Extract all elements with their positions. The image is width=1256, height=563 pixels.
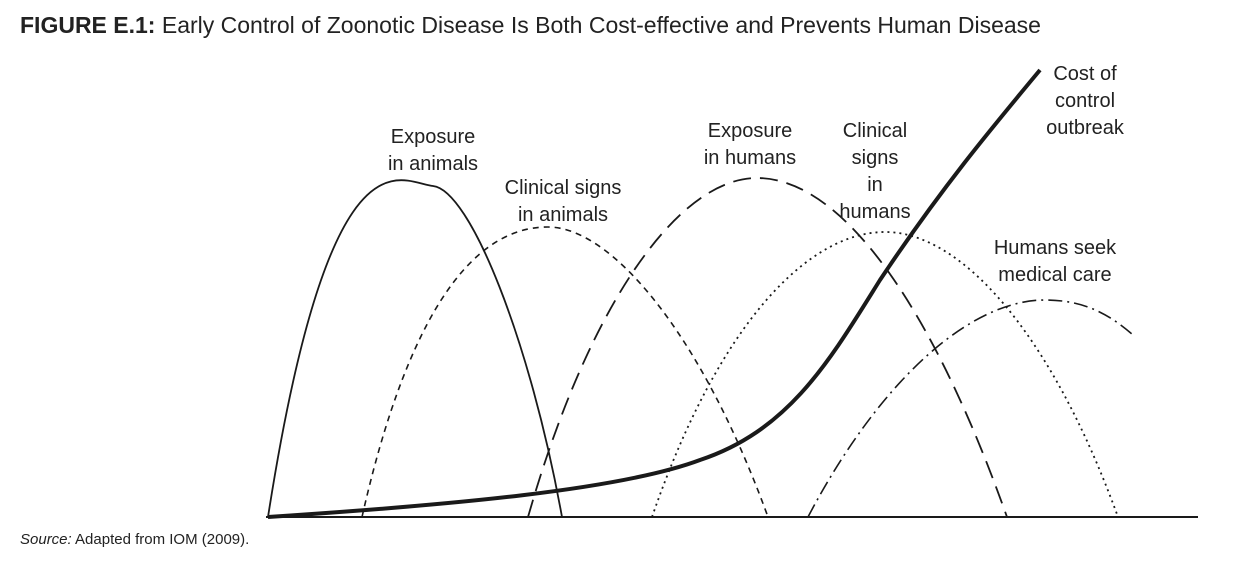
curve-exposure-animals bbox=[267, 179, 563, 518]
curve-labels: Exposure in animals Clinical signs in anima… bbox=[388, 63, 1125, 286]
source-text: Adapted from IOM (2009). bbox=[75, 531, 249, 548]
source: Source: Adapted from IOM (2009). bbox=[20, 531, 249, 548]
curve-medical-care bbox=[807, 299, 1134, 518]
curve-clinical-animals bbox=[361, 226, 769, 518]
curve-label: outbreak bbox=[1046, 117, 1125, 139]
curve-label: control bbox=[1055, 90, 1115, 112]
curve-clinical-humans bbox=[651, 231, 1119, 518]
curve-label: humans bbox=[839, 201, 910, 223]
curve-label: in bbox=[867, 174, 883, 196]
figure-label: FIGURE E.1: bbox=[20, 12, 155, 38]
curve-label: Cost of bbox=[1053, 63, 1117, 85]
curve-label: Exposure bbox=[708, 120, 793, 142]
curve-label: in animals bbox=[518, 204, 608, 226]
curve-label: Clinical signs bbox=[505, 177, 622, 199]
curve-cost bbox=[267, 68, 1042, 519]
curve-exposure-humans bbox=[527, 177, 1008, 518]
curve-label: in animals bbox=[388, 153, 478, 175]
figure-title-text: Early Control of Zoonotic Disease Is Bot… bbox=[162, 12, 1041, 38]
curve-label: Exposure bbox=[391, 126, 476, 148]
curve-label: medical care bbox=[998, 264, 1111, 286]
figure-title: FIGURE E.1: Early Control of Zoonotic Di… bbox=[20, 12, 1041, 38]
source-label: Source: bbox=[20, 531, 72, 548]
curve-label: Humans seek bbox=[994, 237, 1117, 259]
curve-label: Clinical bbox=[843, 120, 907, 142]
curve-label: in humans bbox=[704, 147, 796, 169]
curve-label: signs bbox=[852, 147, 899, 169]
